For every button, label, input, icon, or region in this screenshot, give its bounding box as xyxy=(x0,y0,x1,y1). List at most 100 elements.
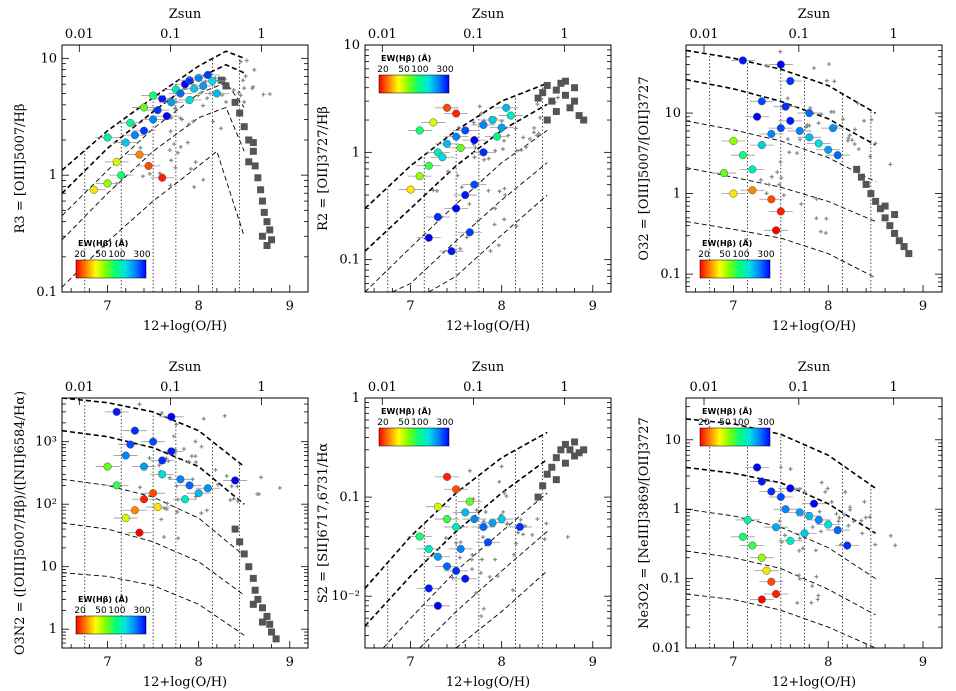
background-point xyxy=(191,119,196,124)
axes-frame xyxy=(685,44,943,293)
top-tick-label: 0.1 xyxy=(160,27,181,42)
galaxy-point xyxy=(833,151,842,160)
background-point xyxy=(435,188,440,193)
galaxy-point xyxy=(442,103,452,112)
high-metallicity-square xyxy=(543,470,551,478)
galaxy-point xyxy=(424,233,433,242)
high-metallicity-square xyxy=(566,104,574,112)
colorbar-tick-label: 300 xyxy=(133,250,150,260)
colorbar-tick-label: 300 xyxy=(757,250,774,260)
colorbar: EW(Hβ) (Å) 20 50 100 300 xyxy=(377,406,454,447)
background-point xyxy=(544,521,549,526)
galaxy-point xyxy=(452,485,461,494)
y-tick-label: 0.1 xyxy=(660,572,681,587)
galaxy-point xyxy=(488,115,497,125)
background-point xyxy=(829,109,834,114)
background-point xyxy=(538,115,543,120)
background-point xyxy=(236,90,241,95)
model-curve-2 xyxy=(686,78,876,146)
background-point xyxy=(840,117,845,122)
background-point xyxy=(193,460,198,465)
background-point xyxy=(515,530,520,535)
background-point xyxy=(499,464,504,469)
background-point xyxy=(535,102,540,107)
high-metallicity-square xyxy=(566,446,574,454)
top-tick-label: 1 xyxy=(890,380,898,395)
x-tick-label: 7 xyxy=(729,655,737,670)
background-point xyxy=(189,454,194,459)
background-point xyxy=(213,467,218,472)
background-point xyxy=(497,189,502,194)
galaxy-point xyxy=(776,60,785,69)
galaxy-point xyxy=(406,185,415,194)
background-point xyxy=(764,63,769,68)
background-point xyxy=(168,129,173,134)
background-point xyxy=(164,507,169,512)
high-metallicity-square xyxy=(258,604,266,612)
background-point xyxy=(778,465,783,470)
x-tick-label: 9 xyxy=(286,299,294,314)
background-point xyxy=(847,133,852,138)
background-point xyxy=(196,93,201,98)
model-curve-1 xyxy=(62,398,245,468)
background-point xyxy=(171,434,176,439)
background-point xyxy=(893,543,898,548)
background-point xyxy=(823,230,828,235)
background-point xyxy=(777,182,782,187)
galaxy-point xyxy=(786,484,795,493)
background-point xyxy=(502,186,507,191)
background-point xyxy=(431,188,436,193)
high-metallicity-square xyxy=(236,538,244,546)
galaxy-point xyxy=(748,541,757,550)
background-point xyxy=(228,498,233,503)
background-point xyxy=(495,574,500,579)
high-metallicity-square xyxy=(867,190,875,198)
background-point xyxy=(157,463,162,468)
axes-frame xyxy=(364,44,612,293)
background-point xyxy=(456,125,461,130)
background-point xyxy=(852,142,857,147)
galaxy-point xyxy=(493,132,502,141)
high-metallicity-square xyxy=(580,446,588,454)
y-tick-label: 0.1 xyxy=(339,490,360,505)
galaxy-point xyxy=(135,150,144,159)
x-axis-title: 12+log(O/H) xyxy=(143,675,227,690)
background-point xyxy=(166,459,171,464)
background-point xyxy=(175,150,180,155)
galaxy-point xyxy=(121,514,130,523)
background-point xyxy=(863,515,868,520)
high-metallicity-square xyxy=(249,139,257,147)
high-metallicity-square xyxy=(231,525,239,533)
galaxy-point xyxy=(748,186,757,195)
high-metallicity-square xyxy=(891,229,899,237)
colorbar: EW(Hβ) (Å) 20 50 100 300 xyxy=(698,406,775,447)
galaxy-point xyxy=(795,126,804,135)
galaxy-point xyxy=(424,584,433,593)
background-point xyxy=(837,515,842,520)
background-point xyxy=(168,183,173,188)
top-tick-label: 1 xyxy=(890,27,898,42)
background-point xyxy=(222,413,227,418)
galaxy-point xyxy=(117,171,126,180)
galaxy-point xyxy=(757,595,766,604)
background-point xyxy=(764,191,769,196)
background-point xyxy=(210,119,215,124)
y-tick-label: 0.1 xyxy=(660,267,681,282)
background-point xyxy=(799,201,804,206)
background-point xyxy=(483,509,488,514)
x-tick-label: 7 xyxy=(406,299,414,314)
background-point xyxy=(797,576,802,581)
background-point xyxy=(860,531,865,536)
high-metallicity-square xyxy=(258,232,266,240)
colorbar-tick-label: 20 xyxy=(74,250,86,260)
background-point xyxy=(455,173,460,178)
background-point xyxy=(201,416,206,421)
galaxy-point xyxy=(479,120,488,129)
background-point xyxy=(797,536,802,541)
top-tick-label: 0.01 xyxy=(65,27,94,42)
background-point xyxy=(842,512,847,517)
background-point xyxy=(477,104,482,109)
background-point xyxy=(138,145,143,150)
background-point xyxy=(185,140,190,145)
background-point xyxy=(528,136,533,141)
